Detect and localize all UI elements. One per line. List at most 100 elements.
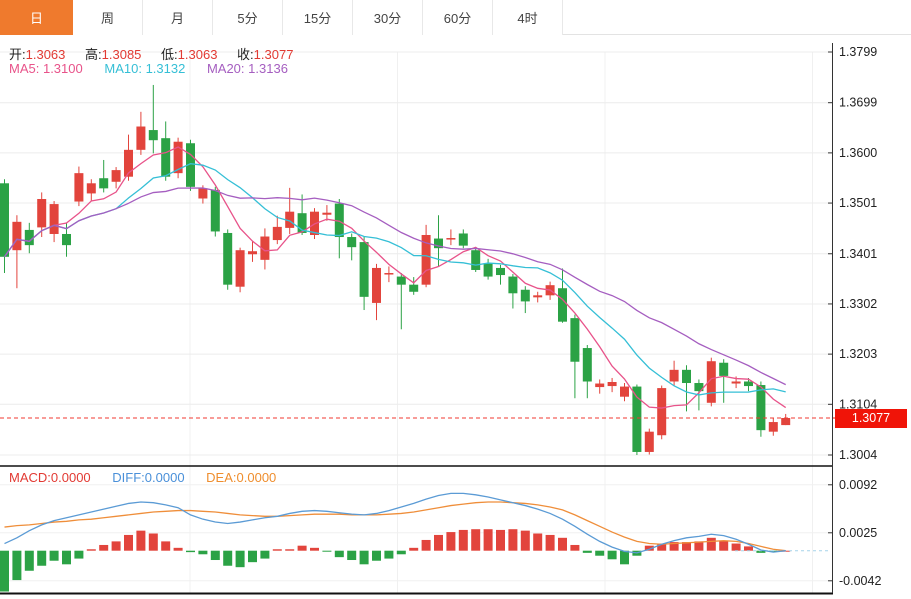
tab-60min[interactable]: 60分 xyxy=(423,0,493,35)
candle-body xyxy=(0,183,9,257)
open-label: 开: xyxy=(9,47,26,62)
high-value: 1.3085 xyxy=(101,47,142,62)
macd-hist-bar xyxy=(136,530,146,551)
macd-hist-bar xyxy=(223,550,233,566)
candle-body xyxy=(632,386,642,452)
candlestick-chart-canvas[interactable]: 1.3799 1.3699 1.3600 1.3501 1.3401 1.3302 1.32… xyxy=(0,35,911,599)
candle-body xyxy=(86,183,96,194)
macd-hist-bar xyxy=(12,550,22,581)
tab-4hour[interactable]: 4时 xyxy=(493,0,563,35)
macd-hist-bar xyxy=(372,550,381,561)
macd-hist-bar xyxy=(620,550,629,565)
candle-body xyxy=(570,318,580,362)
macd-hist-bar xyxy=(24,550,34,571)
candle-body xyxy=(248,251,257,255)
tab-15min[interactable]: 15分 xyxy=(283,0,353,35)
macd-hist-bar xyxy=(111,541,121,551)
diff-value-readout: DIFF:0.0000 xyxy=(112,470,185,485)
ma20-readout: MA20: 1.3136 xyxy=(206,61,288,76)
candle-body xyxy=(124,149,133,177)
candle-body xyxy=(706,361,716,403)
candle-body xyxy=(322,212,332,215)
macd-hist-bar xyxy=(545,534,555,551)
macd-hist-bar xyxy=(148,533,158,551)
macd-hist-bar xyxy=(235,550,245,568)
dea-line xyxy=(4,501,786,552)
macd-hist-bar xyxy=(595,550,605,556)
macd-axis-label: -0.0042 xyxy=(839,574,881,588)
tab-4hour-label: 4时 xyxy=(517,11,538,26)
macd-hist-bar xyxy=(310,547,319,551)
macd-hist-bar xyxy=(86,549,96,551)
macd-hist-bar xyxy=(210,550,220,561)
macd-hist-bar xyxy=(396,550,406,555)
high-label: 高: xyxy=(85,47,102,62)
macd-hist-bar xyxy=(483,529,493,551)
candle-body xyxy=(37,199,47,228)
candle-body xyxy=(458,233,468,246)
macd-hist-bar xyxy=(756,550,766,553)
macd-hist-bar xyxy=(731,543,741,551)
candle-body xyxy=(359,242,369,297)
macd-hist-bar xyxy=(694,541,704,551)
macd-hist-bar xyxy=(248,550,257,563)
dea-value-readout: DEA:0.0000 xyxy=(206,470,277,485)
candle-body xyxy=(74,173,84,202)
macd-hist-bar xyxy=(458,529,468,551)
candle-body xyxy=(173,141,183,174)
macd-hist-bar xyxy=(297,545,307,551)
macd-hist-bar xyxy=(173,547,183,551)
close-value: 1.3077 xyxy=(253,47,294,62)
candle-body xyxy=(161,138,171,177)
macd-hist-bar xyxy=(706,537,716,551)
candle-body xyxy=(781,417,791,426)
candle-body xyxy=(396,276,406,285)
candle-body xyxy=(347,237,357,248)
candle-body xyxy=(520,289,530,302)
y-axis-label: 1.3401 xyxy=(839,247,877,261)
candle-body xyxy=(446,238,456,240)
macd-hist-bar xyxy=(682,542,691,551)
open-value: 1.3063 xyxy=(25,47,66,62)
macd-hist-bar xyxy=(186,550,195,553)
candle-body xyxy=(582,348,592,382)
macd-hist-bar xyxy=(384,550,394,559)
y-axis-label: 1.3302 xyxy=(839,297,877,311)
candle-body xyxy=(533,295,543,298)
low-value: 1.3063 xyxy=(177,47,218,62)
tab-30min[interactable]: 30分 xyxy=(353,0,423,35)
tab-week-label: 周 xyxy=(100,11,114,26)
candle-body xyxy=(607,382,617,387)
y-axis-label: 1.3203 xyxy=(839,347,877,361)
candle-body xyxy=(409,284,419,292)
macd-hist-bar xyxy=(558,537,567,551)
candle-body xyxy=(421,234,431,285)
macd-hist-bar xyxy=(49,550,59,561)
macd-hist-bar xyxy=(74,550,84,559)
macd-hist-bar xyxy=(409,547,419,551)
macd-hist-bar xyxy=(347,550,357,561)
candle-body xyxy=(483,263,493,277)
macd-readout: MACD:0.0000 DIFF:0.0000 DEA:0.0000 xyxy=(9,470,276,485)
macd-hist-bar xyxy=(272,549,282,551)
tab-60min-label: 60分 xyxy=(443,11,472,26)
candle-body xyxy=(434,238,443,249)
close-label: 收: xyxy=(237,47,254,62)
macd-hist-bar xyxy=(719,541,729,551)
candle-body xyxy=(372,267,381,303)
tab-5min[interactable]: 5分 xyxy=(213,0,283,35)
y-axis-label: 1.3699 xyxy=(839,96,877,110)
tab-week[interactable]: 周 xyxy=(73,0,143,35)
macd-hist-bar xyxy=(496,529,505,551)
tab-month[interactable]: 月 xyxy=(143,0,213,35)
macd-hist-bar xyxy=(260,550,270,559)
macd-hist-bar xyxy=(508,529,518,551)
macd-hist-bar xyxy=(124,534,133,551)
candle-body xyxy=(558,288,567,322)
y-axis-label: 1.3600 xyxy=(839,146,877,160)
macd-hist-bar xyxy=(99,544,109,551)
tab-day[interactable]: 日 xyxy=(0,0,73,35)
candle-body xyxy=(136,126,146,150)
candle-body xyxy=(334,203,344,238)
